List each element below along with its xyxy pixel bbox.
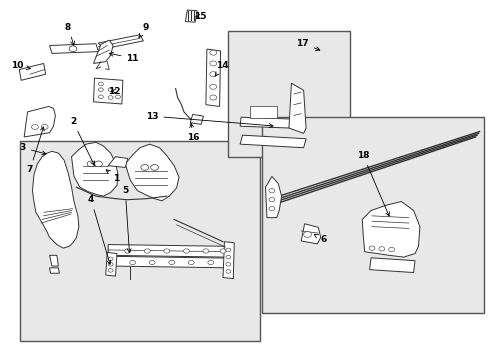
Circle shape (220, 249, 226, 253)
Circle shape (226, 262, 231, 266)
Circle shape (108, 269, 113, 272)
Polygon shape (206, 49, 220, 107)
Bar (228, 31, 350, 157)
Circle shape (116, 95, 121, 99)
Text: 10: 10 (11, 61, 30, 70)
Polygon shape (49, 255, 58, 266)
Polygon shape (94, 40, 113, 63)
Circle shape (130, 260, 136, 265)
Circle shape (108, 262, 113, 266)
Circle shape (149, 260, 155, 265)
Polygon shape (362, 202, 420, 257)
Polygon shape (72, 142, 118, 196)
Polygon shape (108, 244, 230, 257)
Polygon shape (49, 268, 59, 273)
Circle shape (69, 46, 77, 51)
Circle shape (226, 248, 231, 252)
Circle shape (141, 165, 149, 170)
Circle shape (41, 125, 48, 130)
Circle shape (31, 125, 38, 130)
Circle shape (87, 161, 95, 167)
Bar (20, 140, 260, 341)
Text: 3: 3 (20, 143, 46, 155)
Polygon shape (185, 10, 197, 22)
Polygon shape (113, 256, 233, 268)
Polygon shape (94, 78, 123, 104)
Circle shape (108, 257, 113, 261)
Circle shape (269, 198, 275, 202)
Polygon shape (108, 157, 128, 167)
Circle shape (210, 84, 217, 89)
Text: 1: 1 (106, 170, 120, 183)
Circle shape (226, 255, 231, 259)
Polygon shape (98, 35, 144, 49)
Circle shape (169, 260, 174, 265)
Bar (250, 106, 277, 118)
Circle shape (304, 231, 312, 237)
Circle shape (183, 249, 189, 253)
Polygon shape (240, 117, 292, 128)
Text: 11: 11 (109, 52, 139, 63)
Circle shape (379, 247, 385, 251)
Text: 13: 13 (146, 112, 273, 127)
Circle shape (210, 50, 217, 55)
Circle shape (145, 249, 150, 253)
Circle shape (188, 260, 194, 265)
Circle shape (98, 95, 103, 99)
Circle shape (226, 270, 231, 273)
Polygon shape (49, 44, 98, 53)
Polygon shape (32, 151, 79, 248)
Text: 15: 15 (194, 12, 206, 21)
Text: 6: 6 (314, 234, 326, 244)
Circle shape (98, 88, 103, 91)
Circle shape (210, 95, 217, 100)
Circle shape (95, 161, 102, 167)
Circle shape (269, 207, 275, 211)
Text: 18: 18 (357, 151, 390, 216)
Polygon shape (19, 63, 46, 80)
Polygon shape (266, 176, 282, 218)
Text: 5: 5 (122, 186, 131, 253)
Bar (262, 117, 485, 313)
Circle shape (164, 249, 170, 253)
Text: 9: 9 (139, 23, 149, 37)
Polygon shape (369, 258, 415, 273)
Circle shape (108, 96, 113, 99)
Polygon shape (223, 242, 234, 279)
Polygon shape (24, 107, 55, 137)
Text: 2: 2 (70, 117, 95, 165)
Text: 17: 17 (296, 39, 320, 50)
Circle shape (369, 246, 375, 250)
Polygon shape (301, 224, 321, 244)
Polygon shape (289, 83, 306, 134)
Text: 7: 7 (27, 127, 44, 175)
Circle shape (210, 61, 217, 66)
Text: 16: 16 (188, 123, 200, 142)
Circle shape (269, 189, 275, 193)
Circle shape (151, 165, 159, 170)
Circle shape (389, 247, 394, 252)
Polygon shape (125, 144, 179, 201)
Text: 8: 8 (65, 23, 74, 45)
Polygon shape (240, 135, 306, 148)
Circle shape (98, 82, 103, 86)
Text: 12: 12 (108, 86, 121, 95)
Polygon shape (106, 252, 117, 276)
Circle shape (210, 72, 217, 77)
Text: 4: 4 (88, 195, 111, 264)
Circle shape (203, 249, 209, 253)
Circle shape (125, 249, 131, 253)
Circle shape (208, 260, 214, 265)
Polygon shape (190, 114, 203, 125)
Circle shape (108, 88, 113, 91)
Text: 14: 14 (215, 62, 229, 76)
